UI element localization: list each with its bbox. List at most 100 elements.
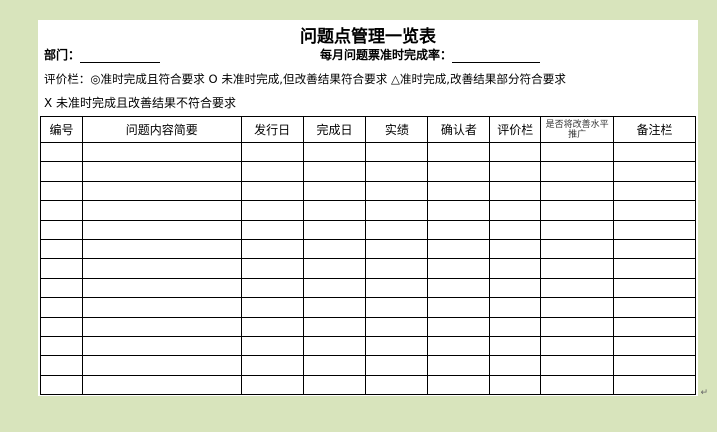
table-cell[interactable] [240,355,304,376]
table-cell[interactable] [365,141,429,163]
table-cell[interactable] [365,161,429,182]
table-cell[interactable] [365,316,429,337]
table-cell[interactable] [540,180,615,202]
table-cell[interactable] [40,238,83,260]
table-cell[interactable] [540,141,615,163]
table-cell[interactable] [81,141,242,163]
table-cell[interactable] [40,219,83,240]
table-cell[interactable] [540,297,615,318]
table-cell[interactable] [240,258,304,279]
table-cell[interactable] [427,297,491,318]
table-cell[interactable] [427,355,491,376]
table-cell[interactable] [240,219,304,240]
table-cell[interactable] [240,335,304,357]
table-cell[interactable] [302,238,367,260]
table-cell[interactable] [489,335,542,357]
table-cell[interactable] [613,238,696,260]
table-cell[interactable] [540,316,615,337]
table-cell[interactable] [302,316,367,337]
table-cell[interactable] [427,335,491,357]
table-cell[interactable] [81,277,242,299]
table-cell[interactable] [40,355,83,376]
table-cell[interactable] [540,200,615,221]
table-cell[interactable] [540,258,615,279]
table-cell[interactable] [40,161,83,182]
table-cell[interactable] [540,277,615,299]
table-cell[interactable] [40,258,83,279]
table-cell[interactable] [40,335,83,357]
department-blank[interactable] [80,62,161,63]
table-cell[interactable] [40,374,83,396]
table-cell[interactable] [302,355,367,376]
rate-blank[interactable] [452,62,541,63]
table-cell[interactable] [489,277,542,299]
table-cell[interactable] [427,258,491,279]
table-cell[interactable] [613,200,696,221]
table-cell[interactable] [81,335,242,357]
table-cell[interactable] [427,161,491,182]
table-cell[interactable] [365,258,429,279]
table-cell[interactable] [613,180,696,202]
table-cell[interactable] [81,161,242,182]
table-cell[interactable] [489,219,542,240]
table-cell[interactable] [427,200,491,221]
table-cell[interactable] [489,258,542,279]
table-cell[interactable] [613,219,696,240]
table-cell[interactable] [365,374,429,396]
table-cell[interactable] [81,355,242,376]
table-cell[interactable] [81,258,242,279]
table-cell[interactable] [81,200,242,221]
table-cell[interactable] [40,316,83,337]
table-cell[interactable] [489,161,542,182]
table-cell[interactable] [613,355,696,376]
table-cell[interactable] [302,161,367,182]
table-cell[interactable] [40,141,83,163]
table-cell[interactable] [613,277,696,299]
table-cell[interactable] [427,141,491,163]
table-cell[interactable] [302,219,367,240]
table-cell[interactable] [489,297,542,318]
table-cell[interactable] [240,180,304,202]
table-cell[interactable] [427,180,491,202]
table-cell[interactable] [240,200,304,221]
table-cell[interactable] [81,297,242,318]
table-cell[interactable] [540,374,615,396]
table-cell[interactable] [427,316,491,337]
table-cell[interactable] [240,374,304,396]
table-cell[interactable] [365,335,429,357]
table-cell[interactable] [613,161,696,182]
table-cell[interactable] [40,277,83,299]
table-cell[interactable] [540,161,615,182]
table-cell[interactable] [365,200,429,221]
table-cell[interactable] [302,258,367,279]
table-cell[interactable] [302,335,367,357]
table-cell[interactable] [81,316,242,337]
table-cell[interactable] [489,200,542,221]
table-cell[interactable] [489,355,542,376]
table-cell[interactable] [427,374,491,396]
table-cell[interactable] [613,316,696,337]
table-cell[interactable] [613,297,696,318]
table-cell[interactable] [427,219,491,240]
table-cell[interactable] [81,219,242,240]
table-cell[interactable] [540,238,615,260]
table-cell[interactable] [240,297,304,318]
table-cell[interactable] [613,335,696,357]
table-cell[interactable] [489,141,542,163]
table-cell[interactable] [365,180,429,202]
table-cell[interactable] [427,277,491,299]
table-cell[interactable] [240,238,304,260]
table-cell[interactable] [489,374,542,396]
table-cell[interactable] [302,374,367,396]
table-cell[interactable] [365,277,429,299]
table-cell[interactable] [489,316,542,337]
table-cell[interactable] [613,141,696,163]
table-cell[interactable] [81,374,242,396]
table-cell[interactable] [613,374,696,396]
table-cell[interactable] [365,297,429,318]
table-cell[interactable] [365,238,429,260]
table-cell[interactable] [240,141,304,163]
table-cell[interactable] [489,238,542,260]
table-cell[interactable] [240,277,304,299]
table-cell[interactable] [540,355,615,376]
